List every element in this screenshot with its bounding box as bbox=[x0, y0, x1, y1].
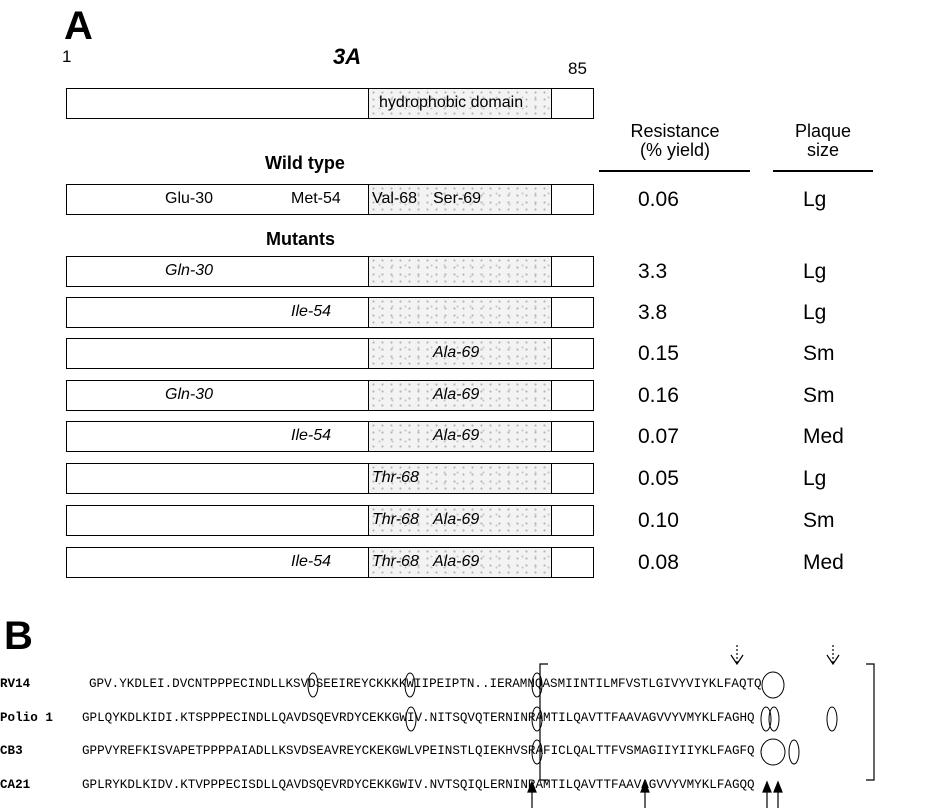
resistance-value: 0.15 bbox=[638, 342, 679, 365]
hydrophobic-domain bbox=[368, 506, 552, 535]
hydrophobic-domain bbox=[368, 464, 552, 493]
plaque-column-header: Plaque size bbox=[794, 121, 852, 160]
resistance-column-header: Resistance (% yield) bbox=[630, 121, 720, 160]
hydrophobic-bracket-right bbox=[866, 663, 875, 781]
highlight-ellipse bbox=[307, 672, 319, 698]
met54-label: Met-54 bbox=[291, 190, 341, 207]
ser69-label: Ser-69 bbox=[433, 190, 482, 207]
resistance-value: 0.07 bbox=[638, 425, 679, 448]
highlight-ellipse bbox=[826, 706, 838, 732]
end-residue: 85 bbox=[568, 59, 587, 78]
ala69-label: Ala-69 bbox=[433, 386, 480, 403]
mutants-heading: Mutants bbox=[266, 229, 335, 249]
wild-type-bar: Glu-30 Met-54 Val-68 Ser-69 bbox=[66, 184, 594, 215]
highlight-ellipse bbox=[531, 739, 543, 765]
hydrophobic-bracket-left bbox=[539, 663, 548, 781]
highlight-ellipse bbox=[405, 706, 417, 732]
solid-arrow-2 bbox=[640, 780, 650, 808]
ala69-label: Ala-69 bbox=[433, 553, 480, 570]
hydrophobic-domain bbox=[368, 257, 552, 286]
ile54-label: Ile-54 bbox=[291, 303, 332, 320]
solid-arrow-4 bbox=[773, 780, 783, 808]
hydrophobic-domain bbox=[368, 339, 552, 368]
hydrophobic-domain bbox=[368, 381, 552, 410]
hydrophobic-domain bbox=[368, 298, 552, 327]
highlight-circle bbox=[760, 738, 786, 766]
plaque-size: Med bbox=[803, 425, 844, 448]
panel-a-label: A bbox=[64, 4, 93, 48]
mutant-bar: Gln-30 bbox=[66, 256, 594, 287]
resistance-value: 0.06 bbox=[638, 188, 679, 211]
plaque-size: Sm bbox=[803, 509, 835, 532]
resistance-value: 0.05 bbox=[638, 467, 679, 490]
mutant-bar: Thr-68 Ala-69 bbox=[66, 505, 594, 536]
sequence-text: GPV.YKDLEI.DVCNTPPPECINDLLKSVDSEEIREYCKK… bbox=[89, 677, 762, 691]
sequence-text: GPLRYKDLKIDV.KTVPPPECISDLLQAVDSQEVRDYCEK… bbox=[82, 778, 755, 792]
sequence-name: RV14 bbox=[0, 677, 31, 691]
dashed-arrow-1 bbox=[730, 645, 744, 666]
highlight-ellipse bbox=[768, 706, 780, 732]
ala69-label: Ala-69 bbox=[433, 427, 480, 444]
mutant-bar: Ile-54 Thr-68 Ala-69 bbox=[66, 547, 594, 578]
hydrophobic-domain bbox=[368, 422, 552, 451]
hydrophobic-domain bbox=[368, 548, 552, 577]
panel-b-label: B bbox=[4, 614, 33, 658]
ile54-label: Ile-54 bbox=[291, 427, 332, 444]
plaque-header-rule bbox=[773, 170, 873, 172]
val68-label: Val-68 bbox=[372, 190, 418, 207]
mutant-bar: Ala-69 bbox=[66, 338, 594, 369]
sequence-name: Polio 1 bbox=[0, 711, 53, 725]
resistance-value: 0.08 bbox=[638, 551, 679, 574]
resistance-header-rule bbox=[599, 170, 750, 172]
highlight-ellipse bbox=[404, 672, 416, 698]
protein-schematic: hydrophobic domain bbox=[66, 88, 594, 119]
sequence-text: GPLQYKDLKIDI.KTSPPPECINDLLQAVDSQEVRDYCEK… bbox=[82, 711, 755, 725]
highlight-ellipse bbox=[760, 706, 772, 732]
mutant-bar: Gln-30 Ala-69 bbox=[66, 380, 594, 411]
dashed-arrow-2 bbox=[826, 645, 840, 666]
sequence-name: CB3 bbox=[0, 744, 23, 758]
hydrophobic-domain-label: hydrophobic domain bbox=[379, 94, 524, 111]
start-residue: 1 bbox=[62, 47, 72, 66]
plaque-size: Lg bbox=[803, 467, 827, 490]
mutant-bar: Ile-54 bbox=[66, 297, 594, 328]
highlight-ellipse bbox=[531, 672, 543, 698]
wild-type-heading: Wild type bbox=[265, 153, 345, 173]
ala69-label: Ala-69 bbox=[433, 344, 480, 361]
solid-arrow-3 bbox=[762, 780, 772, 808]
protein-title: 3A bbox=[333, 44, 362, 69]
gln30-label: Gln-30 bbox=[165, 386, 214, 403]
plaque-size: Lg bbox=[803, 301, 827, 324]
resistance-value: 0.16 bbox=[638, 384, 679, 407]
resistance-value: 3.3 bbox=[638, 260, 668, 283]
plaque-size: Sm bbox=[803, 384, 835, 407]
resistance-value: 3.8 bbox=[638, 301, 668, 324]
thr68-label: Thr-68 bbox=[372, 469, 419, 486]
highlight-ellipse bbox=[788, 739, 800, 765]
mutant-bar: Ile-54 Ala-69 bbox=[66, 421, 594, 452]
gln30-label: Gln-30 bbox=[165, 262, 214, 279]
plaque-size: Sm bbox=[803, 342, 835, 365]
hydrophobic-domain: hydrophobic domain bbox=[368, 89, 552, 118]
thr68-label: Thr-68 bbox=[372, 553, 419, 570]
sequence-name: CA21 bbox=[0, 778, 31, 792]
plaque-size: Med bbox=[803, 551, 844, 574]
highlight-circle bbox=[761, 671, 785, 699]
thr68-label: Thr-68 bbox=[372, 511, 419, 528]
ala69-label: Ala-69 bbox=[433, 511, 480, 528]
plaque-size: Lg bbox=[803, 188, 827, 211]
sequence-text: GPPVYREFKISVAPETPPPPAIADLLKSVDSEAVREYCKE… bbox=[82, 744, 755, 758]
solid-arrow-1 bbox=[527, 780, 537, 808]
glu30-label: Glu-30 bbox=[165, 190, 214, 207]
resistance-value: 0.10 bbox=[638, 509, 679, 532]
ile54-label: Ile-54 bbox=[291, 553, 332, 570]
mutant-bar: Thr-68 bbox=[66, 463, 594, 494]
hydrophobic-domain bbox=[368, 185, 552, 214]
plaque-size: Lg bbox=[803, 260, 827, 283]
highlight-ellipse bbox=[531, 706, 543, 732]
